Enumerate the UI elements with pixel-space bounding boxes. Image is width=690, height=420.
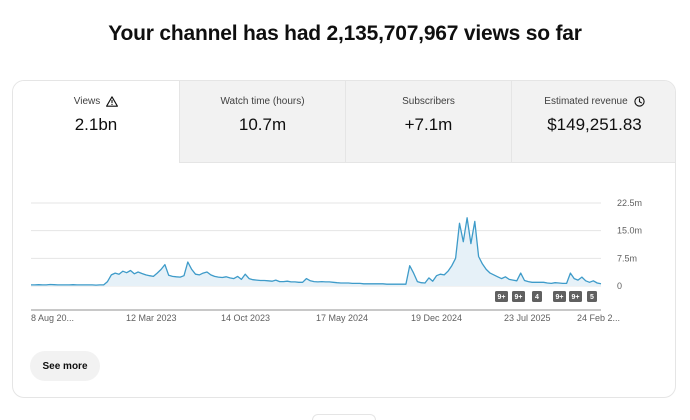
x-tick-label: 8 Aug 20...	[31, 313, 74, 323]
annotation-marker-label: 9+	[498, 294, 506, 301]
annotation-marker-label: 9+	[572, 294, 580, 301]
tab-value: 10.7m	[238, 115, 287, 134]
annotation-marker-label: 4	[535, 294, 539, 301]
scroll-indicator	[312, 414, 376, 420]
chart-area-fill	[31, 217, 601, 286]
x-tick-label: 17 May 2024	[316, 313, 368, 323]
annotation-marker-label: 5	[590, 294, 594, 301]
clock-icon	[634, 95, 645, 107]
warning-icon	[106, 95, 119, 107]
tab-label: Watch time (hours)	[220, 95, 305, 107]
tab-label: Views	[73, 95, 101, 107]
annotation-marker-label: 9+	[556, 294, 564, 301]
views-chart: 22.5m 15.0m 7.5m 0 8 Aug 20... 12 Mar 2023 14…	[31, 198, 642, 323]
y-tick-label: 7.5m	[617, 253, 637, 263]
annotation-marker-box	[512, 291, 525, 302]
see-more-button[interactable]: See more	[30, 351, 100, 381]
annotation-marker-label: 9+	[515, 294, 523, 301]
annotation-marker[interactable]: 9+	[569, 291, 582, 302]
tab-value: 2.1bn	[74, 115, 118, 134]
x-tick-label: 14 Oct 2023	[221, 313, 270, 323]
annotation-marker[interactable]: 9+	[512, 291, 525, 302]
tab-views[interactable]: Views 2.1bn	[13, 81, 179, 163]
tab-subscribers[interactable]: Subscribers +7.1m	[345, 81, 511, 163]
tab-watch-time[interactable]: Watch time (hours) 10.7m	[179, 81, 345, 163]
y-tick-label: 0	[617, 281, 622, 291]
x-tick-label: 23 Jul 2025	[504, 313, 551, 323]
annotation-marker-box	[569, 291, 582, 302]
tab-label: Subscribers	[402, 95, 455, 107]
annotation-marker-box	[553, 291, 566, 302]
annotation-marker-box	[587, 291, 597, 302]
analytics-card: Views 2.1bn Watch time (hours) 10.7m Sub…	[12, 80, 676, 398]
metric-tabs: Views 2.1bn Watch time (hours) 10.7m Sub…	[13, 81, 675, 163]
x-tick-label: 12 Mar 2023	[126, 313, 177, 323]
y-tick-label: 22.5m	[617, 198, 642, 208]
x-tick-label: 19 Dec 2024	[411, 313, 462, 323]
tab-label: Estimated revenue	[544, 95, 628, 107]
annotation-marker[interactable]: 4	[532, 291, 542, 302]
annotation-marker[interactable]: 9+	[495, 291, 508, 302]
annotation-marker-box	[532, 291, 542, 302]
tab-value: $149,251.83	[547, 115, 642, 134]
page-title: Your channel has had 2,135,707,967 views…	[108, 22, 582, 45]
chart-series-line	[31, 217, 602, 286]
annotation-marker[interactable]: 9+	[553, 291, 566, 302]
annotation-marker-box	[495, 291, 508, 302]
x-tick-label: 24 Feb 2...	[577, 313, 620, 323]
annotation-marker[interactable]: 5	[587, 291, 597, 302]
tab-value: +7.1m	[404, 115, 453, 134]
y-tick-label: 15.0m	[617, 226, 642, 236]
tab-estimated-revenue[interactable]: Estimated revenue $149,251.83	[511, 81, 675, 163]
